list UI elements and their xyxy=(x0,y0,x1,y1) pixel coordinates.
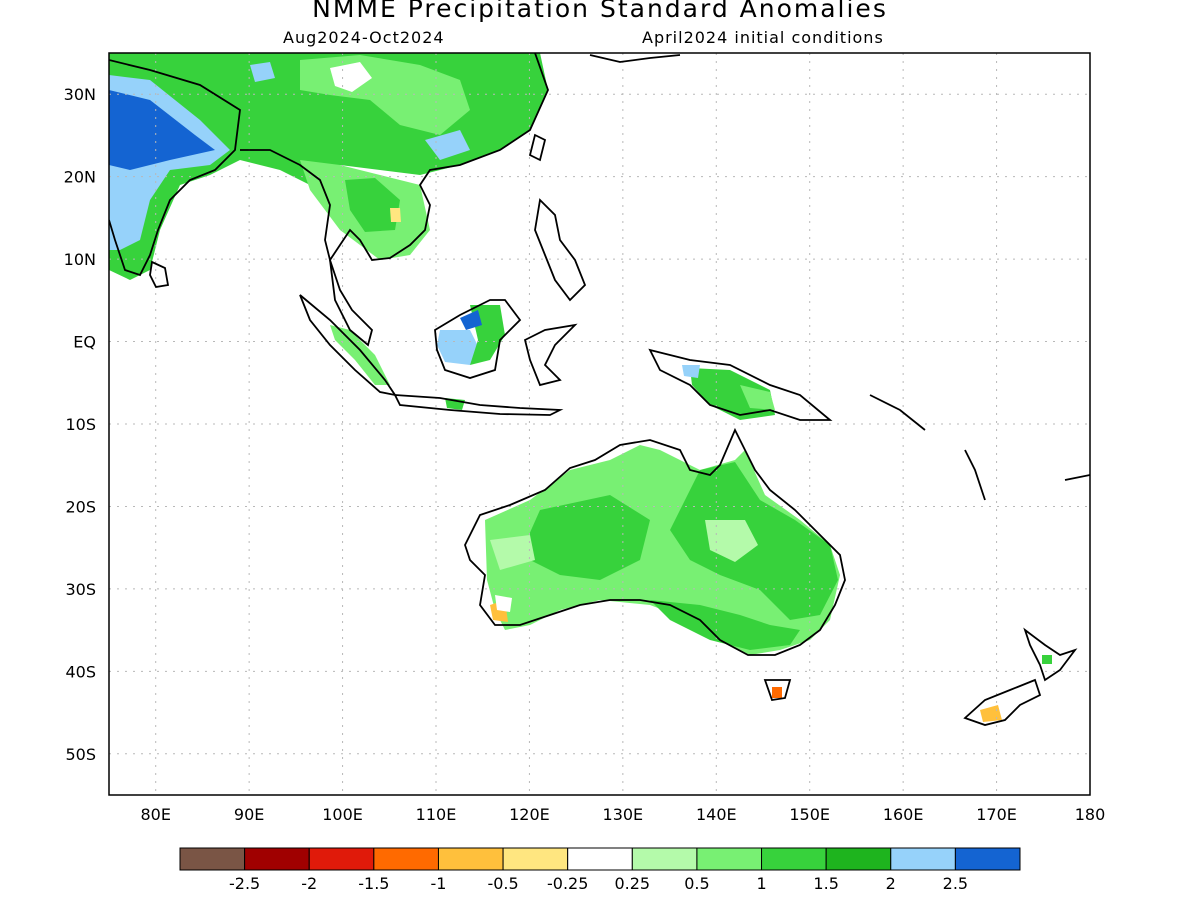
coastline-newguinea xyxy=(648,348,833,421)
legend-tick-label: -0.5 xyxy=(487,874,518,893)
legend-tick-label: 0.25 xyxy=(614,874,650,893)
anomaly-shading xyxy=(109,53,1052,722)
longitude-tick-label: 120E xyxy=(509,805,550,824)
longitude-labels: 80E 90E 100E 110E 120E 130E 140E 150E 160E 170E 18… xyxy=(140,805,1105,824)
legend-swatch xyxy=(437,847,504,871)
anomaly-region-nz-yellow xyxy=(980,705,1002,722)
coastline-se-asia xyxy=(240,53,549,263)
coastline-tasmania xyxy=(763,679,792,702)
legend-swatch xyxy=(179,847,246,871)
initial-conditions: April2024 initial conditions xyxy=(642,28,884,47)
anomaly-region-tibet-white xyxy=(330,62,372,92)
coastline-solomons xyxy=(869,394,926,431)
coastline-java xyxy=(393,393,564,416)
longitude-tick-label: 100E xyxy=(322,805,363,824)
longitude-tick-label: 160E xyxy=(883,805,924,824)
anomaly-region-thailand-yellow xyxy=(390,208,401,222)
coastline-nz-north xyxy=(1023,627,1078,682)
forecast-period: Aug2024-Oct2024 xyxy=(283,28,445,47)
legend-swatch xyxy=(502,847,569,871)
coastline-vanuatu xyxy=(964,449,986,501)
legend-tick-label: -1.5 xyxy=(358,874,389,893)
anomaly-region-australia-lightcenter xyxy=(705,520,758,562)
latitude-tick-label: 20N xyxy=(64,168,96,187)
legend-tick-label: -2.5 xyxy=(229,874,260,893)
latitude-tick-label: 10N xyxy=(64,250,96,269)
latitude-tick-label: 50S xyxy=(65,745,96,764)
longitude-tick-label: 110E xyxy=(416,805,457,824)
coastline-sulawesi xyxy=(523,323,578,387)
legend-swatch xyxy=(890,847,956,871)
graticule xyxy=(109,53,1090,795)
legend-swatch xyxy=(308,847,375,871)
legend-swatch xyxy=(631,847,698,871)
latitude-tick-label: 20S xyxy=(65,497,96,516)
legend-swatch xyxy=(696,847,763,871)
anomaly-region-australia-lightwest xyxy=(490,535,535,570)
anomaly-region-hk-blue xyxy=(250,62,275,82)
legend-swatch xyxy=(954,847,1021,871)
legend-swatch xyxy=(373,847,439,871)
coastline-malay xyxy=(329,259,374,347)
anomaly-region-newguinea-light xyxy=(740,385,775,410)
longitude-tick-label: 170E xyxy=(976,805,1017,824)
latitude-tick-label: 40S xyxy=(65,662,96,681)
legend-tick-label: 1.5 xyxy=(813,874,838,893)
legend-swatch xyxy=(761,847,827,871)
latitude-tick-label: 10S xyxy=(65,415,96,434)
latitude-labels: 30N 20N 10N EQ 10S 20S 30S 40S 50S xyxy=(64,85,96,764)
anomaly-region-borneo-darkblue xyxy=(460,310,482,330)
anomaly-region-indochina-darker xyxy=(345,178,400,232)
longitude-tick-label: 180 xyxy=(1075,805,1106,824)
legend-tick-label: -0.25 xyxy=(547,874,588,893)
color-legend: -2.5 -2 -1.5 -1 -0.5 -0.25 0.25 0.5 1 1.5 2 2.5 xyxy=(179,847,1021,893)
anomaly-region-newguinea-blue xyxy=(682,365,700,378)
latitude-tick-label: EQ xyxy=(73,333,96,352)
legend-tick-label: 1 xyxy=(756,874,766,893)
anomaly-region-australia-mid xyxy=(520,495,650,580)
coastline-philippines xyxy=(534,198,587,302)
coastline-nz-south xyxy=(963,678,1042,726)
coastline-srilanka xyxy=(149,260,170,288)
legend-swatch xyxy=(244,847,310,871)
anomaly-region-borneo-blue xyxy=(437,330,480,365)
legend-tick-label: 2 xyxy=(886,874,896,893)
longitude-tick-label: 130E xyxy=(603,805,644,824)
legend-swatch xyxy=(567,847,633,871)
coastline-asia xyxy=(109,59,241,277)
anomaly-region-sumatra xyxy=(330,325,390,385)
legend-tick-label: -2 xyxy=(301,874,317,893)
anomaly-region-australia-south xyxy=(650,600,800,650)
coastline-taiwan xyxy=(528,133,547,162)
latitude-tick-label: 30S xyxy=(65,580,96,599)
map-title: NMME Precipitation Standard Anomalies xyxy=(312,0,888,23)
coastline-australia xyxy=(464,427,846,656)
coastline-japan xyxy=(589,54,681,63)
anomaly-region-sw-white xyxy=(495,595,512,612)
plot-frame xyxy=(108,52,1091,796)
longitude-tick-label: 80E xyxy=(140,805,170,824)
coastline-borneo xyxy=(434,299,522,379)
coastline-fiji xyxy=(1064,474,1090,481)
coastlines xyxy=(109,53,1090,726)
longitude-tick-label: 140E xyxy=(696,805,737,824)
anomaly-region-tasmania-orange xyxy=(772,687,782,698)
legend-tick-label: 2.5 xyxy=(943,874,968,893)
legend-tick-label: -1 xyxy=(430,874,446,893)
coastline-sumatra xyxy=(299,294,397,397)
anomaly-region-china-blue xyxy=(425,130,470,160)
longitude-tick-label: 150E xyxy=(789,805,830,824)
anomaly-region-india-darkblue xyxy=(109,90,215,170)
longitude-tick-label: 90E xyxy=(234,805,264,824)
legend-tick-label: 0.5 xyxy=(684,874,709,893)
anomaly-region-nz-green xyxy=(1042,655,1052,664)
latitude-tick-label: 30N xyxy=(64,85,96,104)
legend-swatch xyxy=(825,847,892,871)
